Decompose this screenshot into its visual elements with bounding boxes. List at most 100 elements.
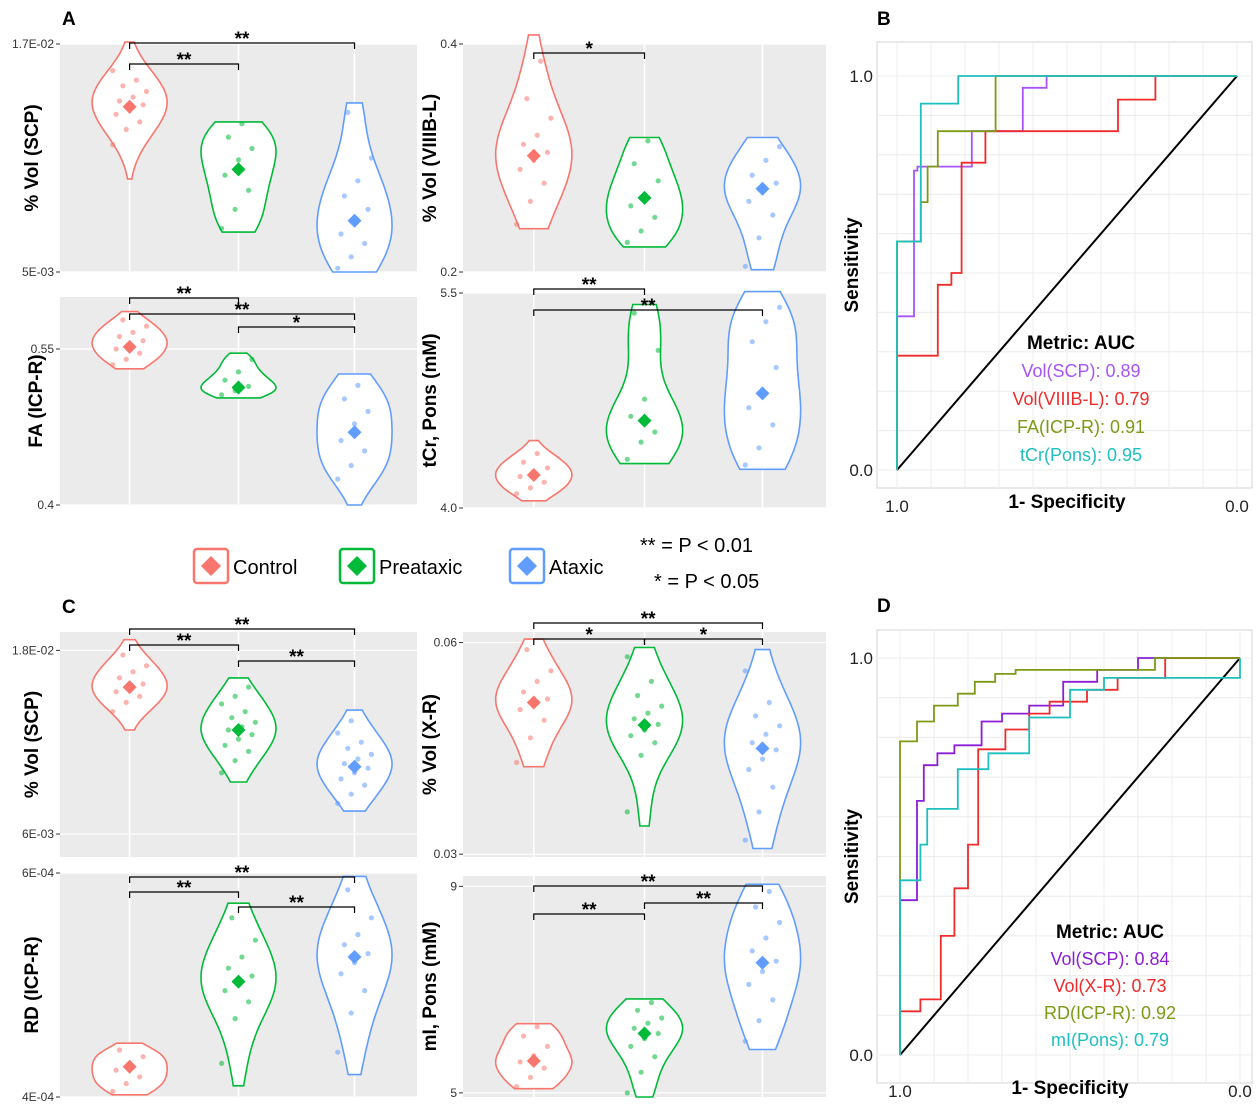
- data-point-preataxic: [219, 225, 225, 231]
- mean-marker-control: [122, 680, 137, 695]
- data-point-preataxic: [246, 383, 252, 389]
- violin-control: [494, 34, 573, 230]
- sig-note-single: * = P < 0.05: [654, 571, 759, 593]
- data-point-control: [514, 759, 520, 766]
- data-point-control: [517, 707, 523, 713]
- data-point-preataxic: [235, 369, 242, 375]
- data-point-preataxic: [628, 203, 634, 209]
- data-point-control: [514, 221, 520, 227]
- data-point-preataxic: [645, 138, 651, 144]
- legend-diamond-control: [201, 556, 221, 576]
- roc-y-axis-label: Sensitivity: [842, 809, 863, 904]
- data-point-preataxic: [249, 732, 255, 738]
- significance-bracket: [533, 309, 764, 316]
- data-point-preataxic: [641, 396, 648, 402]
- data-point-control: [541, 479, 547, 485]
- y-tick-label: 0.03: [434, 847, 458, 861]
- significance-label: **: [582, 275, 597, 296]
- data-point-control: [116, 1047, 123, 1053]
- roc-chart-d: 1.0 0.0 1.0 0.0 1- Specificity Sensitivity Met…: [842, 629, 1253, 1101]
- data-point-control: [140, 1054, 146, 1060]
- data-point-control: [520, 1033, 527, 1039]
- violin-chart-1: 1.7E-02 5E-03 % Vol (SCP) ** **: [12, 29, 417, 279]
- mean-marker-control: [122, 1059, 137, 1074]
- significance-bracket: [533, 288, 646, 295]
- mean-marker-preataxic: [637, 190, 652, 205]
- data-point-control: [113, 111, 119, 117]
- data-point-preataxic: [638, 1069, 644, 1075]
- mean-marker-control: [122, 99, 137, 114]
- significance-bracket: [129, 876, 356, 883]
- group-legend: Control Preataxic Ataxic ** = P < 0.01 *…: [192, 535, 759, 593]
- data-point-ataxic: [358, 739, 364, 745]
- significance-label: *: [700, 625, 708, 646]
- data-point-ataxic: [777, 723, 783, 729]
- data-point-control: [120, 317, 126, 323]
- data-point-control: [130, 329, 136, 335]
- data-point-ataxic: [338, 971, 344, 977]
- data-point-ataxic: [351, 421, 358, 427]
- data-point-ataxic: [742, 668, 748, 674]
- data-point-preataxic: [631, 310, 637, 316]
- data-point-control: [541, 180, 547, 186]
- y-tick-label: 4.0: [440, 501, 457, 515]
- mean-marker-control: [526, 695, 541, 710]
- data-point-preataxic: [232, 1016, 238, 1022]
- significance-bracket: [643, 638, 764, 645]
- data-point-preataxic: [631, 1025, 637, 1031]
- data-point-ataxic: [355, 382, 361, 388]
- data-point-control: [110, 142, 116, 148]
- data-point-ataxic: [355, 756, 361, 762]
- roc-y-tick-0: 0.0: [849, 461, 873, 480]
- significance-bracket: [237, 906, 356, 913]
- data-point-preataxic: [624, 809, 630, 815]
- data-point-preataxic: [249, 145, 255, 152]
- data-point-preataxic: [652, 740, 658, 746]
- data-point-preataxic: [645, 1020, 651, 1026]
- data-point-preataxic: [232, 758, 238, 764]
- data-point-control: [133, 77, 139, 83]
- data-point-control: [534, 678, 540, 685]
- data-point-ataxic: [777, 919, 783, 926]
- y-tick-label: 5: [450, 1086, 457, 1100]
- roc-y-tick-0: 0.0: [849, 1046, 873, 1065]
- y-axis-label: % Vol (VIIIB-L): [420, 94, 441, 222]
- y-axis-label: % Vol (X-R): [420, 694, 441, 795]
- violin-chart-6: 0.060.03% Vol (X-R)****: [420, 609, 826, 861]
- data-point-control: [544, 149, 551, 155]
- violin-chart-4: 5.5 4.0 tCr, Pons (mM) ** **: [420, 275, 826, 515]
- data-point-ataxic: [753, 904, 759, 910]
- data-point-control: [538, 58, 544, 64]
- data-point-ataxic: [341, 193, 347, 199]
- data-point-control: [113, 689, 119, 695]
- violin-chart-2: 0.4 0.2 % Vol (VIIIB-L) *: [420, 34, 826, 279]
- data-point-preataxic: [246, 999, 252, 1005]
- legend-diamond-ataxic: [517, 556, 537, 576]
- data-point-preataxic: [229, 915, 235, 921]
- y-axis-label: RD (ICP-R): [22, 936, 43, 1033]
- y-tick-label: 6E-03: [22, 827, 54, 841]
- data-point-preataxic: [232, 693, 238, 699]
- legend-item-ataxic: Ataxic: [508, 547, 603, 585]
- data-point-control: [140, 338, 146, 344]
- roc-chart-b: 1.0 0.0 1.0 0.0 1- Specificity Sensitivity Met…: [842, 41, 1253, 516]
- data-point-preataxic: [225, 134, 231, 140]
- data-point-control: [140, 102, 146, 108]
- data-point-control: [130, 94, 136, 100]
- data-point-control: [514, 491, 520, 497]
- data-point-control: [120, 83, 126, 89]
- data-point-preataxic: [222, 172, 228, 178]
- roc-y-axis-label: Sensitivity: [842, 217, 863, 312]
- mean-marker-control: [526, 148, 541, 163]
- data-point-control: [527, 485, 534, 491]
- violin-preataxic: [605, 303, 684, 465]
- panel-label-d: D: [877, 596, 891, 617]
- data-point-control: [541, 717, 547, 723]
- data-point-preataxic: [624, 1090, 630, 1096]
- data-point-control: [517, 166, 523, 172]
- data-point-ataxic: [742, 837, 748, 843]
- data-point-ataxic: [348, 791, 354, 797]
- data-point-ataxic: [777, 304, 783, 310]
- data-point-control: [544, 696, 551, 702]
- significance-label: **: [289, 647, 304, 668]
